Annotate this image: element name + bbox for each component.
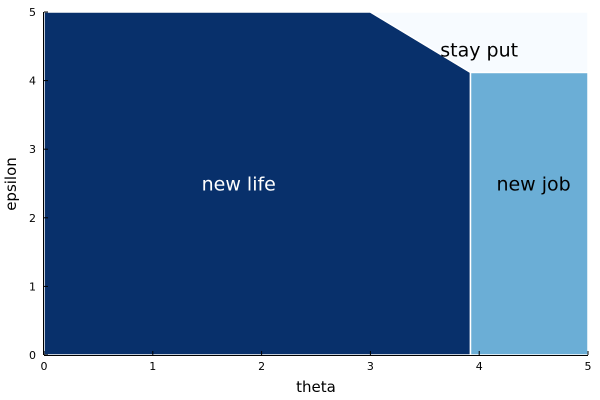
region-stay-put <box>369 11 589 74</box>
x-axis-title: theta <box>296 378 336 396</box>
region-label-new-life: new life <box>202 174 276 196</box>
regions-layer <box>43 11 589 356</box>
y-tick-label: 3 <box>29 143 36 156</box>
y-axis-title: epsilon <box>2 157 20 211</box>
x-tick-label: 4 <box>476 360 483 373</box>
y-tick-label: 2 <box>29 212 36 225</box>
ticks-layer: 0 1 2 3 4 5 0 1 2 3 4 5 <box>29 6 592 373</box>
x-tick-label: 5 <box>585 360 592 373</box>
y-tick-label: 0 <box>29 349 36 362</box>
x-tick-label: 2 <box>258 360 265 373</box>
axes-layer <box>43 12 588 356</box>
y-tick-label: 5 <box>29 6 36 19</box>
y-tick-label: 1 <box>29 280 36 293</box>
region-new-job <box>469 71 589 356</box>
x-tick-label: 3 <box>367 360 374 373</box>
x-tick-label: 0 <box>41 360 48 373</box>
y-tick-label: 4 <box>29 75 36 88</box>
x-tick-label: 1 <box>149 360 156 373</box>
region-label-new-job: new job <box>496 174 570 196</box>
region-label-stay-put: stay put <box>440 40 518 62</box>
region-labels-layer: new life new job stay put <box>202 40 571 196</box>
